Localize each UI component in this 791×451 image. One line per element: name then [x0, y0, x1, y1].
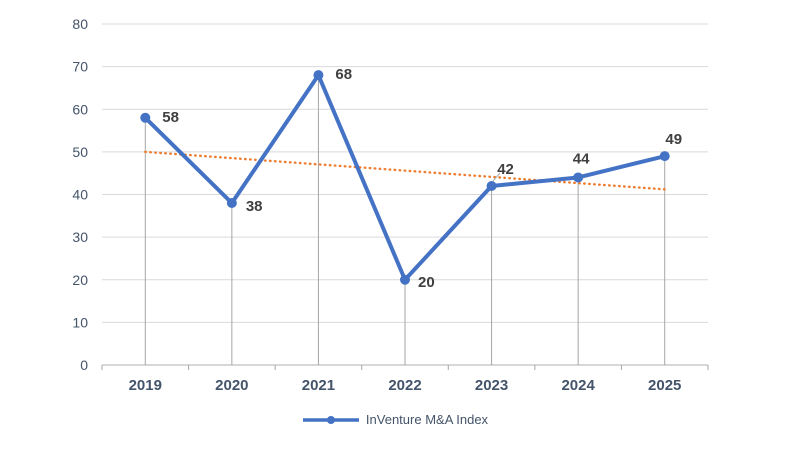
legend-label: InVenture M&A Index: [365, 412, 489, 427]
data-label: 42: [497, 161, 514, 178]
data-point-marker: [486, 180, 497, 191]
y-axis-tick-label: 20: [72, 272, 88, 288]
x-axis-tick-label: 2020: [215, 377, 248, 394]
x-axis-tick-label: 2021: [302, 377, 335, 394]
data-label: 38: [246, 198, 263, 215]
x-axis-tick-label: 2022: [388, 377, 421, 394]
x-axis-tick-label: 2023: [475, 377, 508, 394]
y-axis-tick-label: 70: [72, 59, 88, 75]
y-axis-tick-label: 60: [72, 101, 88, 117]
legend: InVenture M&A Index: [0, 412, 791, 427]
data-point-marker: [659, 151, 670, 162]
x-axis-tick-label: 2025: [648, 377, 681, 394]
trendline: [144, 150, 666, 191]
data-point-marker: [226, 198, 237, 209]
data-label: 58: [162, 109, 179, 126]
y-axis-tick-label: 10: [72, 314, 88, 330]
y-axis-tick-label: 40: [72, 187, 88, 203]
y-axis-tick-label: 0: [80, 357, 88, 373]
y-axis-tick-label: 50: [72, 144, 88, 160]
x-axis-tick-label: 2019: [129, 377, 162, 394]
data-point-marker: [140, 112, 151, 123]
data-point-marker: [573, 172, 584, 183]
data-point-marker: [313, 70, 324, 81]
data-point-marker: [400, 274, 410, 285]
series-line: [143, 73, 667, 282]
data-label-leader-line: [492, 172, 501, 182]
y-axis-tick-label: 80: [72, 16, 88, 32]
data-label: 68: [335, 66, 352, 83]
y-axis-tick-label: 30: [72, 229, 88, 245]
data-label: 49: [665, 131, 682, 148]
legend-line-marker-icon: [302, 415, 359, 424]
data-label: 20: [418, 274, 435, 291]
data-label: 44: [573, 150, 590, 167]
x-axis-tick-label: 2024: [561, 377, 595, 394]
